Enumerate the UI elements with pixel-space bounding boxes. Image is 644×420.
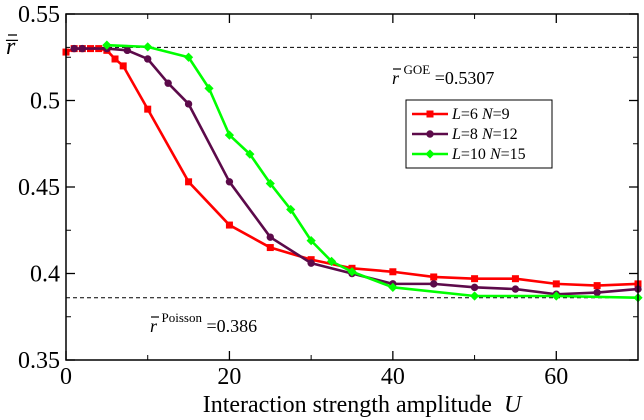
data-point [124,47,131,54]
series-line [107,45,638,298]
legend-label-part: =8 [461,126,482,143]
y-tick-label: 0.4 [30,262,60,288]
series-1 [63,45,642,289]
legend-label-part: L [451,106,461,123]
legend: L=6 N=9 L=8 N=12 L=10 N=15 [406,100,552,168]
data-point [593,289,600,296]
data-point [430,273,437,280]
data-point [79,45,86,52]
series-2 [70,45,641,298]
data-point [512,285,519,292]
x-axis-title: Interaction strength amplitude U [203,392,523,418]
data-point [144,55,151,62]
legend-label: L=6 N=9 [451,106,510,123]
goe-annotation-superscript: GOE [404,62,431,77]
x-axis: 0 20 40 60 [60,14,638,390]
x-tick-label: 60 [544,364,568,390]
legend-label-part: L [451,146,461,163]
reference-lines [66,47,638,297]
x-tick-label: 20 [217,364,241,390]
y-tick-label: 0.45 [18,175,60,201]
data-point [143,42,152,51]
data-point [471,275,478,282]
data-point [120,62,127,69]
series-line [74,49,638,295]
x-tick-label: 0 [60,364,72,390]
legend-label: L=8 N=12 [451,126,518,143]
data-point [594,282,601,289]
data-point [70,45,77,52]
poisson-annotation: r Poisson =0.386 [150,306,257,336]
poisson-annotation-value: =0.386 [206,316,257,336]
legend-label: L=10 N=15 [451,146,526,163]
poisson-annotation-superscript: Poisson [162,310,203,325]
x-axis-title-var: U [504,392,523,418]
goe-annotation: r GOE =0.5307 [392,58,494,88]
y-axis: 0.35 0.4 0.45 0.5 0.55 [18,2,638,374]
y-tick-label: 0.5 [30,89,60,115]
data-point [471,284,478,291]
data-point [307,259,314,266]
data-point [112,55,119,62]
data-point [226,222,233,229]
data-point [430,280,437,287]
data-point [389,268,396,275]
data-point [512,275,519,282]
series-layer [63,41,643,303]
legend-swatch-marker [426,130,433,137]
y-tick-label: 0.55 [18,2,60,28]
goe-annotation-value: =0.5307 [435,68,495,88]
data-point [553,280,560,287]
legend-label-part: =15 [501,146,526,163]
poisson-annotation-base: r [150,316,158,336]
data-point [267,233,274,240]
legend-label-part: =9 [493,106,510,123]
x-axis-title-text: Interaction strength amplitude [203,392,492,418]
data-point [185,100,192,107]
data-point [470,291,479,300]
plot-frame [66,14,638,360]
legend-label-part: =6 [461,106,482,123]
legend-label-part: L [451,126,461,143]
legend-swatch-marker [427,111,434,118]
data-point [226,178,233,185]
legend-label-part: =10 [461,146,490,163]
data-point [144,106,151,113]
goe-annotation-base: r [392,68,400,88]
data-point [164,80,171,87]
data-point [185,178,192,185]
y-tick-label: 0.35 [18,348,60,374]
x-tick-label: 40 [381,364,405,390]
data-point [267,244,274,251]
legend-label-part: =12 [493,126,518,143]
y-axis-title: r̅ [6,34,19,60]
